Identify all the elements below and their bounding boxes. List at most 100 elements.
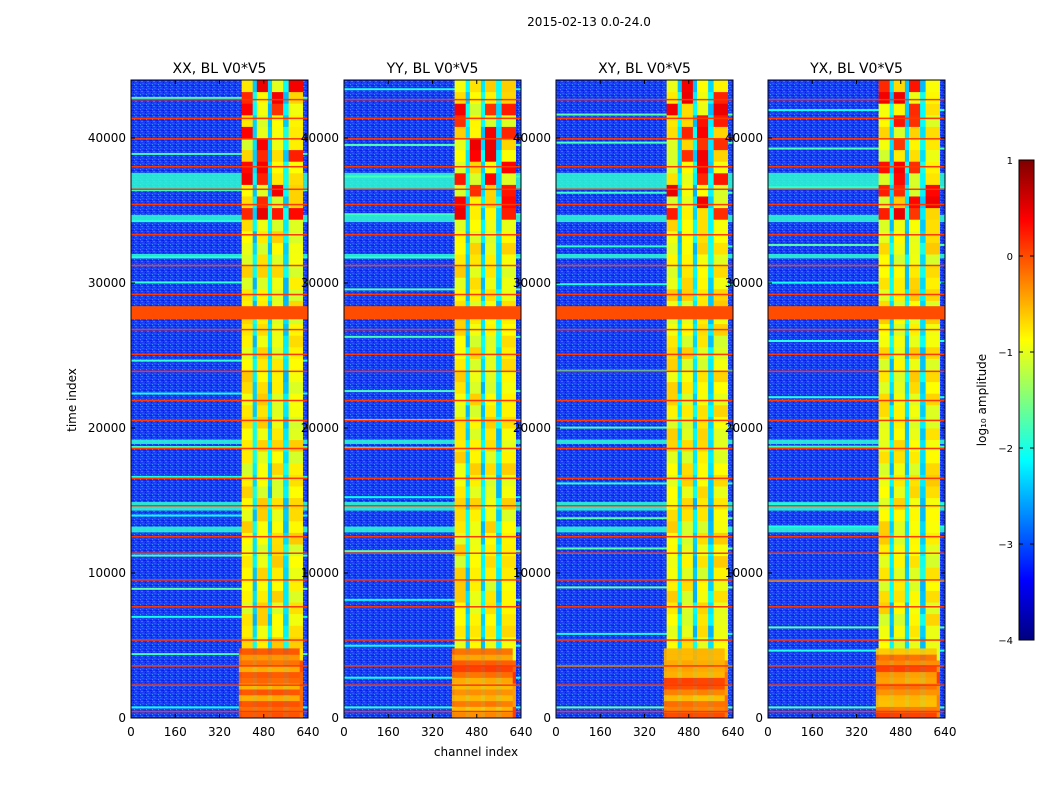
heatmap-cell (288, 590, 303, 603)
heatmap-cell (272, 578, 284, 591)
heatmap-cell (889, 277, 895, 290)
heatmap-cell (485, 439, 497, 452)
heatmap-cell (692, 497, 698, 510)
heatmap-cell (697, 497, 709, 510)
heatmap-cell (666, 149, 679, 162)
heatmap-cell (893, 404, 906, 417)
heatmap-cell (920, 335, 927, 348)
heatmap-cell (889, 404, 895, 417)
heatmap-cell (501, 230, 516, 243)
heatmap-cell (480, 439, 486, 452)
heatmap-cell (666, 335, 679, 348)
heatmap-time-band (556, 254, 733, 259)
heatmap-cell (241, 138, 254, 151)
heatmap-cell (288, 416, 303, 429)
heatmap-cell (252, 520, 258, 533)
heatmap-time-line (768, 503, 945, 506)
heatmap-cell (666, 254, 679, 267)
heatmap-cell (681, 532, 694, 545)
heatmap-cell (469, 428, 482, 441)
heatmap-cell (480, 242, 486, 255)
heatmap-cell (681, 126, 694, 139)
heatmap-cell (677, 114, 683, 127)
heatmap-cell (878, 114, 891, 127)
heatmap-cell (272, 103, 284, 116)
heatmap-flag-line (556, 399, 733, 402)
heatmap-cell (283, 509, 290, 522)
heatmap-cell (252, 532, 258, 545)
heatmap-cell (501, 474, 516, 487)
colorbar-tick-label: −3 (998, 540, 1013, 551)
heatmap-time-line (344, 390, 521, 393)
y-tick-label: 30000 (301, 276, 339, 290)
heatmap-cell (272, 474, 284, 487)
heatmap-cell (708, 613, 715, 626)
heatmap-cell (681, 358, 694, 371)
heatmap-cell (283, 636, 290, 649)
heatmap-cell (713, 358, 728, 371)
heatmap-cell (878, 91, 891, 104)
heatmap-cell (272, 370, 284, 383)
heatmap-cell (708, 555, 715, 568)
heatmap-cell (283, 114, 290, 127)
heatmap-cell (465, 625, 471, 638)
heatmap-cell (692, 520, 698, 533)
heatmap-cell (904, 370, 910, 383)
heatmap-cell (272, 404, 284, 417)
heatmap-cell (925, 114, 940, 127)
heatmap-cell (501, 219, 516, 232)
heatmap-cell (252, 335, 258, 348)
heatmap-cell (663, 671, 725, 678)
heatmap-cell (252, 219, 258, 232)
heatmap-cell (925, 404, 940, 417)
heatmap-cell (925, 613, 940, 626)
heatmap-cell (904, 114, 910, 127)
heatmap-cell (267, 184, 273, 197)
heatmap-cell (283, 196, 290, 209)
heatmap-cell (267, 277, 273, 290)
heatmap-cell (241, 370, 254, 383)
heatmap-cell (878, 636, 891, 649)
heatmap-cell (904, 567, 910, 580)
heatmap-cell (904, 416, 910, 429)
heatmap-cell (272, 555, 284, 568)
heatmap-cell (469, 578, 482, 591)
heatmap-cell (501, 335, 516, 348)
heatmap-cell (501, 544, 516, 557)
heatmap-flag-line (556, 606, 733, 608)
heatmap-cell (256, 172, 269, 185)
heatmap-flag-line (131, 264, 308, 267)
heatmap-cell (485, 578, 497, 591)
heatmap-cell (267, 230, 273, 243)
heatmap-flag-line (768, 370, 945, 373)
heatmap-cell (288, 172, 303, 185)
heatmap-flag-line (768, 203, 945, 206)
heatmap-cell (480, 462, 486, 475)
heatmap-cell (893, 590, 906, 603)
heatmap-cell (465, 613, 471, 626)
heatmap-cell (875, 654, 937, 661)
heatmap-cell (893, 277, 906, 290)
heatmap-flag-line (556, 264, 733, 267)
heatmap-cell (677, 184, 683, 197)
heatmap-cell (256, 544, 269, 557)
heatmap-cell (501, 613, 516, 626)
heatmap-cell (241, 207, 254, 220)
heatmap-cell (878, 625, 891, 638)
heatmap-cell (256, 184, 269, 197)
heatmap-cell (238, 712, 300, 718)
heatmap-cell (267, 625, 273, 638)
heatmap-cell (697, 602, 709, 615)
heatmap-cell (501, 184, 516, 197)
heatmap-cell (713, 91, 728, 104)
heatmap-cell (925, 636, 940, 649)
heatmap-cell (697, 149, 709, 162)
heatmap-cell (252, 497, 258, 510)
heatmap-flag-line (556, 504, 733, 507)
heatmap-cell (465, 358, 471, 371)
heatmap-cell (909, 590, 921, 603)
heatmap-cell (288, 80, 303, 93)
heatmap-cell (485, 451, 497, 464)
heatmap-cell (485, 393, 497, 406)
heatmap-cell (677, 625, 683, 638)
